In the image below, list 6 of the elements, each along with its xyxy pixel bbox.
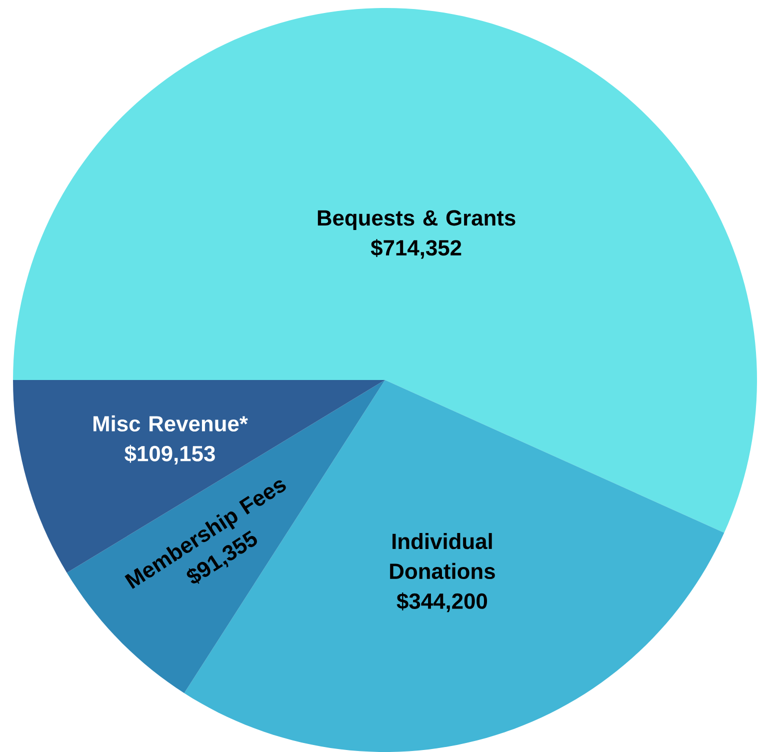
slice-label: Misc Revenue* [94, 415, 248, 432]
data-label: $714,352 [370, 239, 462, 259]
slice-label: Individual Donations [390, 533, 495, 580]
data-label: $109,153 [124, 444, 215, 465]
slice-label: Bequests & Grants [318, 210, 516, 230]
data-label: $344,200 [396, 592, 488, 612]
